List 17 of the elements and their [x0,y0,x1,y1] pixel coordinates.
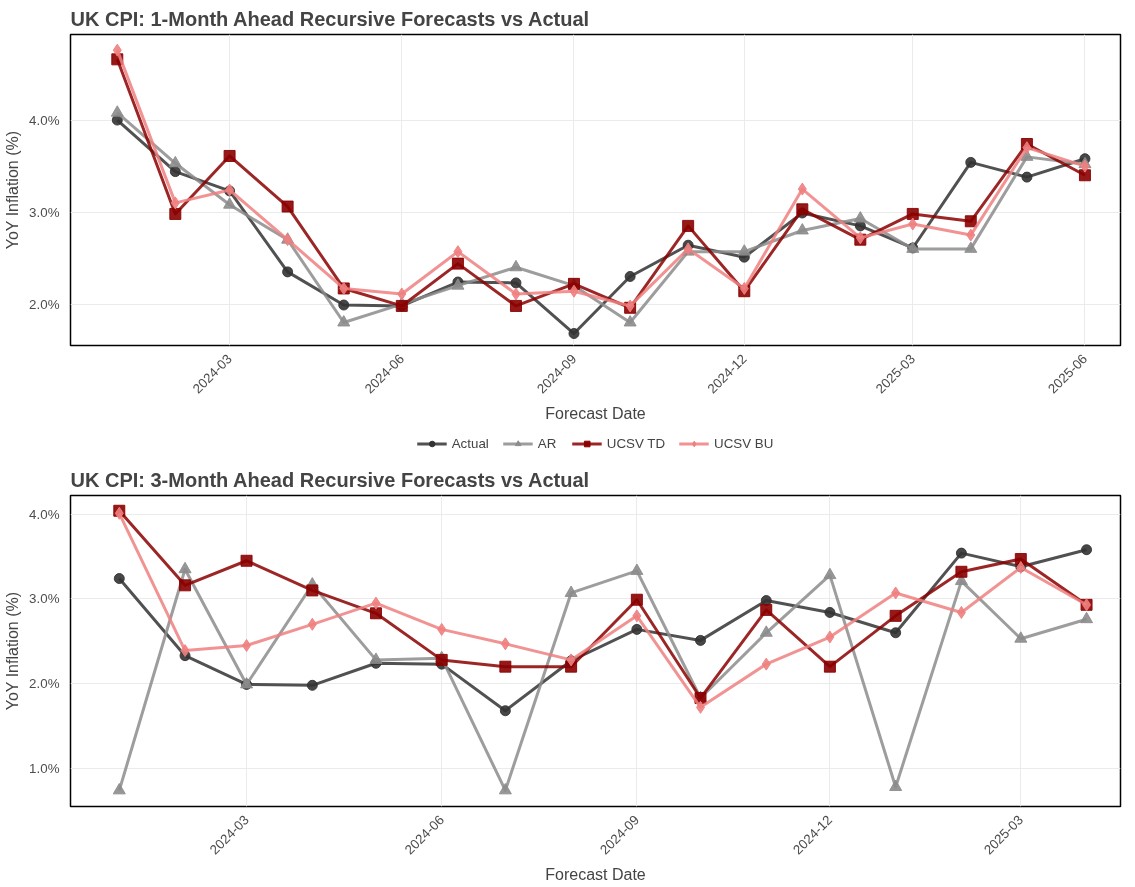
y-tick-label: 2.0% [29,296,60,312]
y-tick-label: 2.0% [29,676,60,692]
y-tick-label: 4.0% [29,506,60,522]
legend-label: UCSV TD [606,435,666,451]
y-tick-label: 3.0% [29,591,60,607]
y-tick-label: 3.0% [29,204,60,220]
legend-label: Actual [451,435,489,451]
y-axis-title: YoY Inflation (%) [4,592,22,711]
chart-title: UK CPI: 1-Month Ahead Recursive Forecasts vs Actual [70,7,590,30]
chart-title: UK CPI: 3-Month Ahead Recursive Forecasts vs Actual [70,468,590,491]
legend-label: UCSV BU [714,435,774,451]
y-tick-label: 1.0% [29,760,60,776]
x-axis-title: Forecast Date [545,405,646,423]
x-axis-title: Forecast Date [545,866,646,884]
y-axis-title: YoY Inflation (%) [4,131,22,250]
legend-label: AR [537,435,558,451]
y-tick-label: 4.0% [29,112,60,128]
